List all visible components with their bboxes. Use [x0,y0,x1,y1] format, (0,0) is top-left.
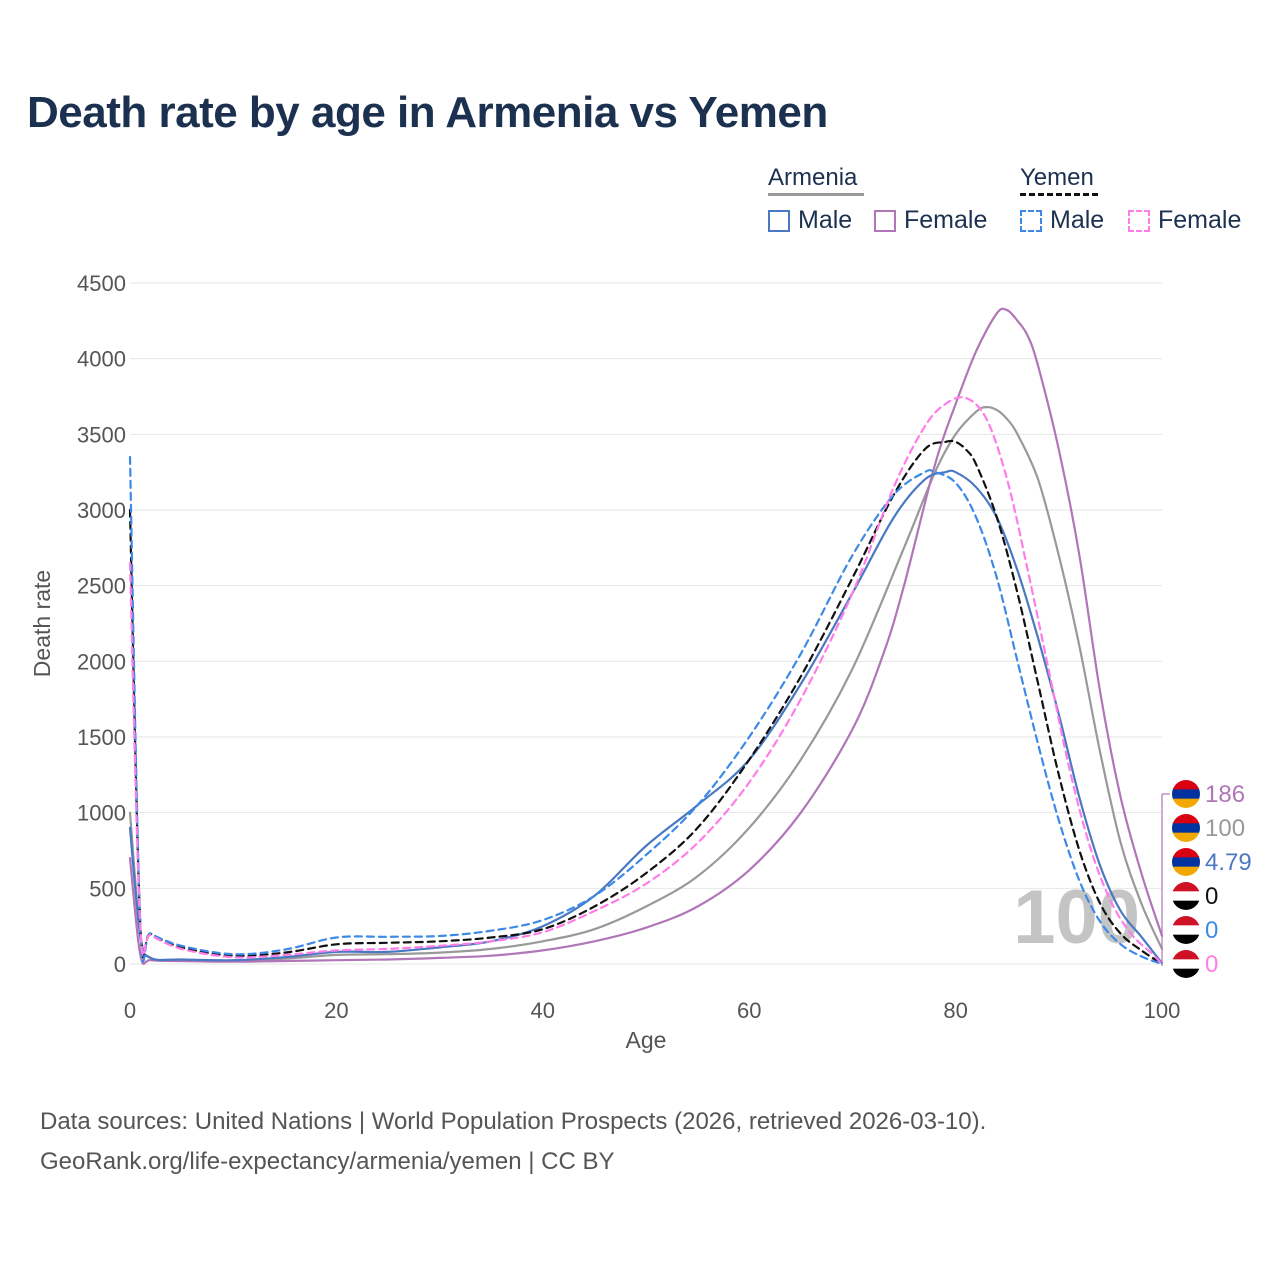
y-tick-label: 4500 [77,271,126,296]
x-tick-label: 80 [943,998,967,1023]
year-watermark: 100 [1013,875,1140,960]
y-axis-title: Death rate [29,570,55,677]
end-value-label: 186 [1205,781,1245,808]
yemen-flag-icon [1172,916,1200,944]
legend-swatch [1020,209,1042,232]
legend-group-line [768,193,864,196]
legend-item-label: Male [798,206,853,234]
x-tick-label: 20 [324,998,348,1023]
y-tick-label: 3500 [77,422,126,447]
y-tick-label: 2000 [77,649,126,674]
armenia-flag-icon [1172,780,1200,808]
legend-swatch [1128,209,1150,232]
legend-group-line [1020,193,1098,196]
series-line-armenia-total [128,405,1164,963]
x-tick-label: 40 [531,998,555,1023]
end-value-label: 4.79 [1205,849,1252,876]
series-line-yemen-female [128,396,1164,966]
source-note: Data sources: United Nations | World Pop… [40,1108,987,1135]
end-value-label: 0 [1205,951,1218,978]
legend-item-label: Female [1158,206,1242,234]
x-axis-title: Age [626,1027,667,1053]
legend-group-label: Yemen [1020,164,1094,191]
source-link[interactable]: GeoRank.org/life-expectancy/armenia/yeme… [40,1148,615,1175]
legend-group-label: Armenia [768,164,858,191]
y-tick-label: 500 [89,876,126,901]
legend-swatch [874,209,896,232]
chart-title: Death rate by age in Armenia vs Yemen [27,88,828,137]
series-line-armenia-female [128,307,1164,965]
legend-item-yemen-female[interactable]: Female [1128,206,1241,235]
armenia-flag-icon [1172,814,1200,842]
y-tick-label: 1000 [77,801,126,826]
legend-group-yemen[interactable]: Yemen [1020,164,1098,196]
y-tick-label: 2500 [77,574,126,599]
y-tick-label: 0 [114,952,126,977]
y-tick-label: 3000 [77,498,126,523]
end-value-label: 0 [1205,883,1218,910]
armenia-flag-icon [1172,848,1200,876]
x-tick-label: 0 [124,998,136,1023]
legend-item-yemen-male[interactable]: Male [1020,206,1104,235]
yemen-flag-icon [1172,882,1200,910]
legend-group-armenia[interactable]: Armenia [768,164,864,196]
x-tick-label: 100 [1144,998,1181,1023]
y-tick-label: 4000 [77,347,126,372]
legend-item-label: Female [904,206,988,234]
legend-item-armenia-female[interactable]: Female [874,206,987,235]
series-line-yemen-male [128,455,1164,966]
legend-swatch [768,209,790,232]
end-value-label: 100 [1205,815,1245,842]
legend-item-label: Male [1050,206,1105,234]
legend-item-armenia-male[interactable]: Male [768,206,852,235]
series-line-armenia-male [128,469,1164,965]
series-line-yemen-total [128,439,1164,966]
y-tick-label: 1500 [77,725,126,750]
yemen-flag-icon [1172,950,1200,978]
end-value-label: 0 [1205,917,1218,944]
x-tick-label: 60 [737,998,761,1023]
